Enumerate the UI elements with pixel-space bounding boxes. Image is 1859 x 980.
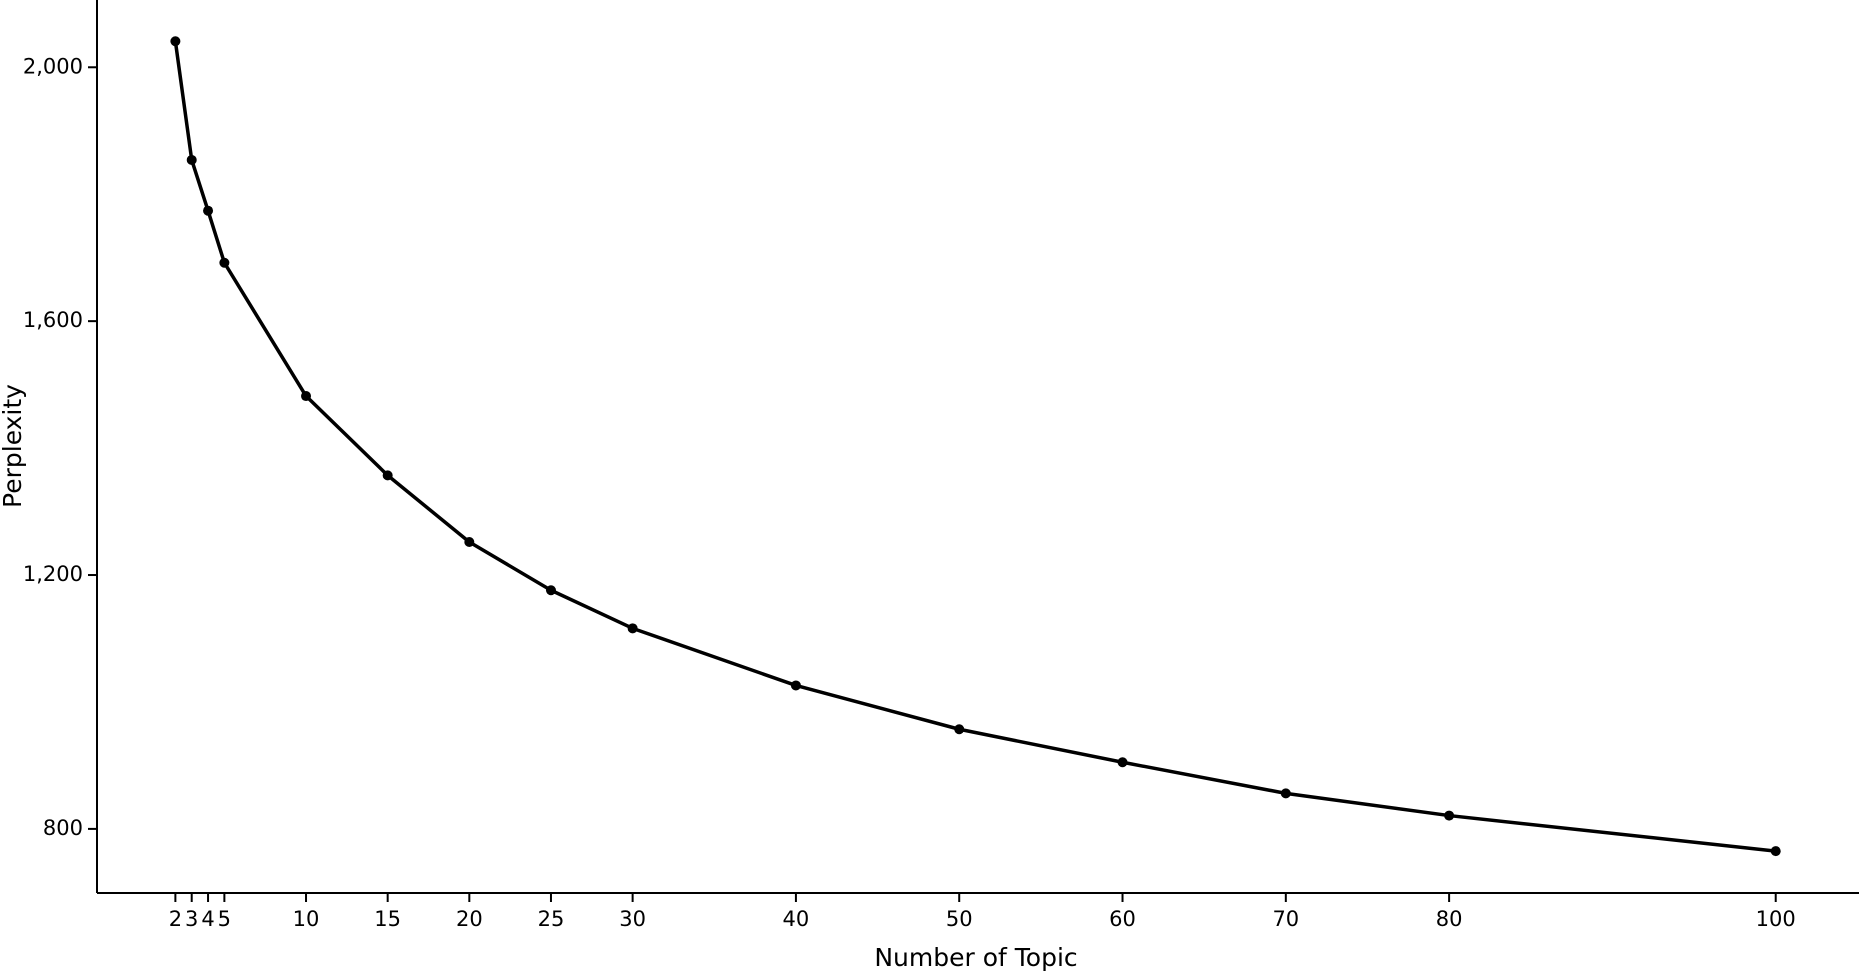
x-tick-label: 60 xyxy=(1109,907,1136,931)
point xyxy=(954,724,965,735)
x-tick-label: 40 xyxy=(783,907,810,931)
point xyxy=(464,537,475,548)
x-tick-label: 70 xyxy=(1272,907,1299,931)
y-tick-label: 2,000 xyxy=(23,54,83,78)
y-tick-label: 1,600 xyxy=(23,308,83,332)
x-tick-label: 50 xyxy=(946,907,973,931)
x-tick-label: 30 xyxy=(619,907,646,931)
x-tick-label: 80 xyxy=(1436,907,1463,931)
y-axis-label: Perplexity xyxy=(0,384,27,508)
point xyxy=(790,680,801,691)
point xyxy=(186,154,197,165)
x-tick-label: 20 xyxy=(456,907,483,931)
point xyxy=(1117,757,1128,768)
x-tick-label: 15 xyxy=(374,907,401,931)
y-tick-label: 800 xyxy=(43,816,83,840)
line xyxy=(173,41,1776,853)
point xyxy=(545,585,556,596)
point xyxy=(627,623,638,634)
point xyxy=(301,391,312,402)
point xyxy=(382,470,393,481)
x-axis-label: Number of Topic xyxy=(874,943,1077,972)
x-tick-label: 10 xyxy=(293,907,320,931)
x-tick-label: 100 xyxy=(1756,907,1796,931)
x-tick-label: 4 xyxy=(201,907,214,931)
point xyxy=(1770,846,1781,857)
point xyxy=(1280,788,1291,799)
x-tick-label: 25 xyxy=(538,907,565,931)
x-tick-label: 2 xyxy=(169,907,182,931)
point xyxy=(1444,810,1455,821)
x-tick-label: 3 xyxy=(185,907,198,931)
point xyxy=(203,205,214,216)
point xyxy=(170,36,181,47)
y-tick-label: 1,200 xyxy=(23,562,83,586)
point xyxy=(219,257,230,268)
x-tick-label: 5 xyxy=(218,907,231,931)
